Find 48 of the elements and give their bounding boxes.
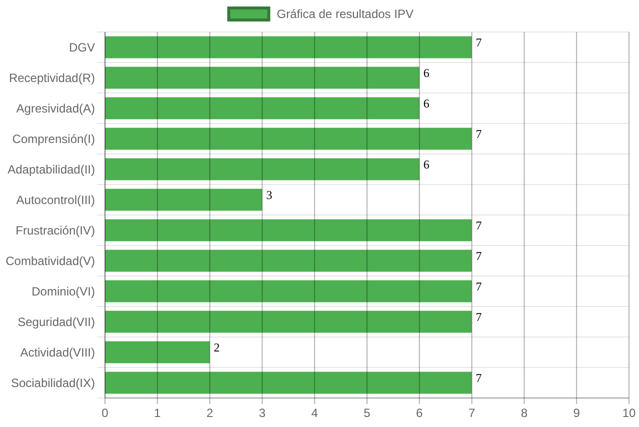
x-tick-label: 4 [311, 406, 318, 420]
y-tick-label: Actividad(VIII) [20, 345, 95, 360]
data-label: 7 [476, 310, 482, 324]
bar [105, 36, 472, 58]
y-tick-label: Autocontrol(III) [16, 192, 95, 207]
x-tick-label: 8 [520, 406, 528, 420]
bar [105, 188, 262, 211]
bar [105, 219, 472, 242]
bar [105, 280, 472, 302]
y-tick-label: Combatividad(V) [6, 254, 95, 268]
bar [105, 128, 472, 150]
y-tick-label: Dominio(VI) [32, 284, 95, 298]
y-tick-label: Adaptabilidad(II) [8, 162, 95, 176]
y-tick-label: Comprensión(I) [12, 132, 95, 146]
data-label: 6 [423, 96, 430, 110]
data-label: 7 [476, 370, 482, 385]
x-tick-label: 6 [416, 406, 424, 420]
data-label: 3 [266, 188, 272, 202]
data-label: 6 [423, 157, 430, 172]
y-tick-label: DGV [68, 40, 95, 54]
x-tick-label: 9 [573, 406, 580, 420]
y-tick-label: Receptividad(R) [8, 70, 95, 85]
x-tick-label: 0 [102, 406, 109, 420]
x-tick-label: 5 [364, 406, 371, 420]
bar [105, 97, 420, 120]
bar [105, 66, 420, 89]
bar [105, 158, 420, 180]
bar [105, 372, 472, 394]
x-tick-label: 7 [468, 406, 476, 420]
data-label: 7 [476, 279, 482, 294]
data-label: 7 [476, 35, 482, 50]
data-label: 7 [476, 218, 482, 232]
y-tick-label: Agresividad(A) [16, 101, 95, 116]
bar [105, 310, 472, 333]
data-label: 6 [423, 66, 430, 80]
bar [105, 250, 472, 272]
bar [105, 341, 210, 364]
data-label: 7 [476, 126, 482, 141]
data-label: 2 [214, 340, 220, 354]
x-tick-label: 1 [154, 406, 162, 420]
legend-label: Gráfica de resultados IPV [276, 7, 414, 22]
x-tick-label: 3 [258, 406, 266, 420]
x-tick-label: 2 [206, 406, 214, 420]
data-label: 7 [476, 248, 482, 263]
y-tick-label: Sociabilidad(IX) [10, 376, 95, 390]
x-tick-label: 10 [622, 406, 636, 420]
y-tick-label: Seguridad(VII) [18, 314, 95, 329]
y-tick-label: Frustración(IV) [16, 223, 95, 238]
